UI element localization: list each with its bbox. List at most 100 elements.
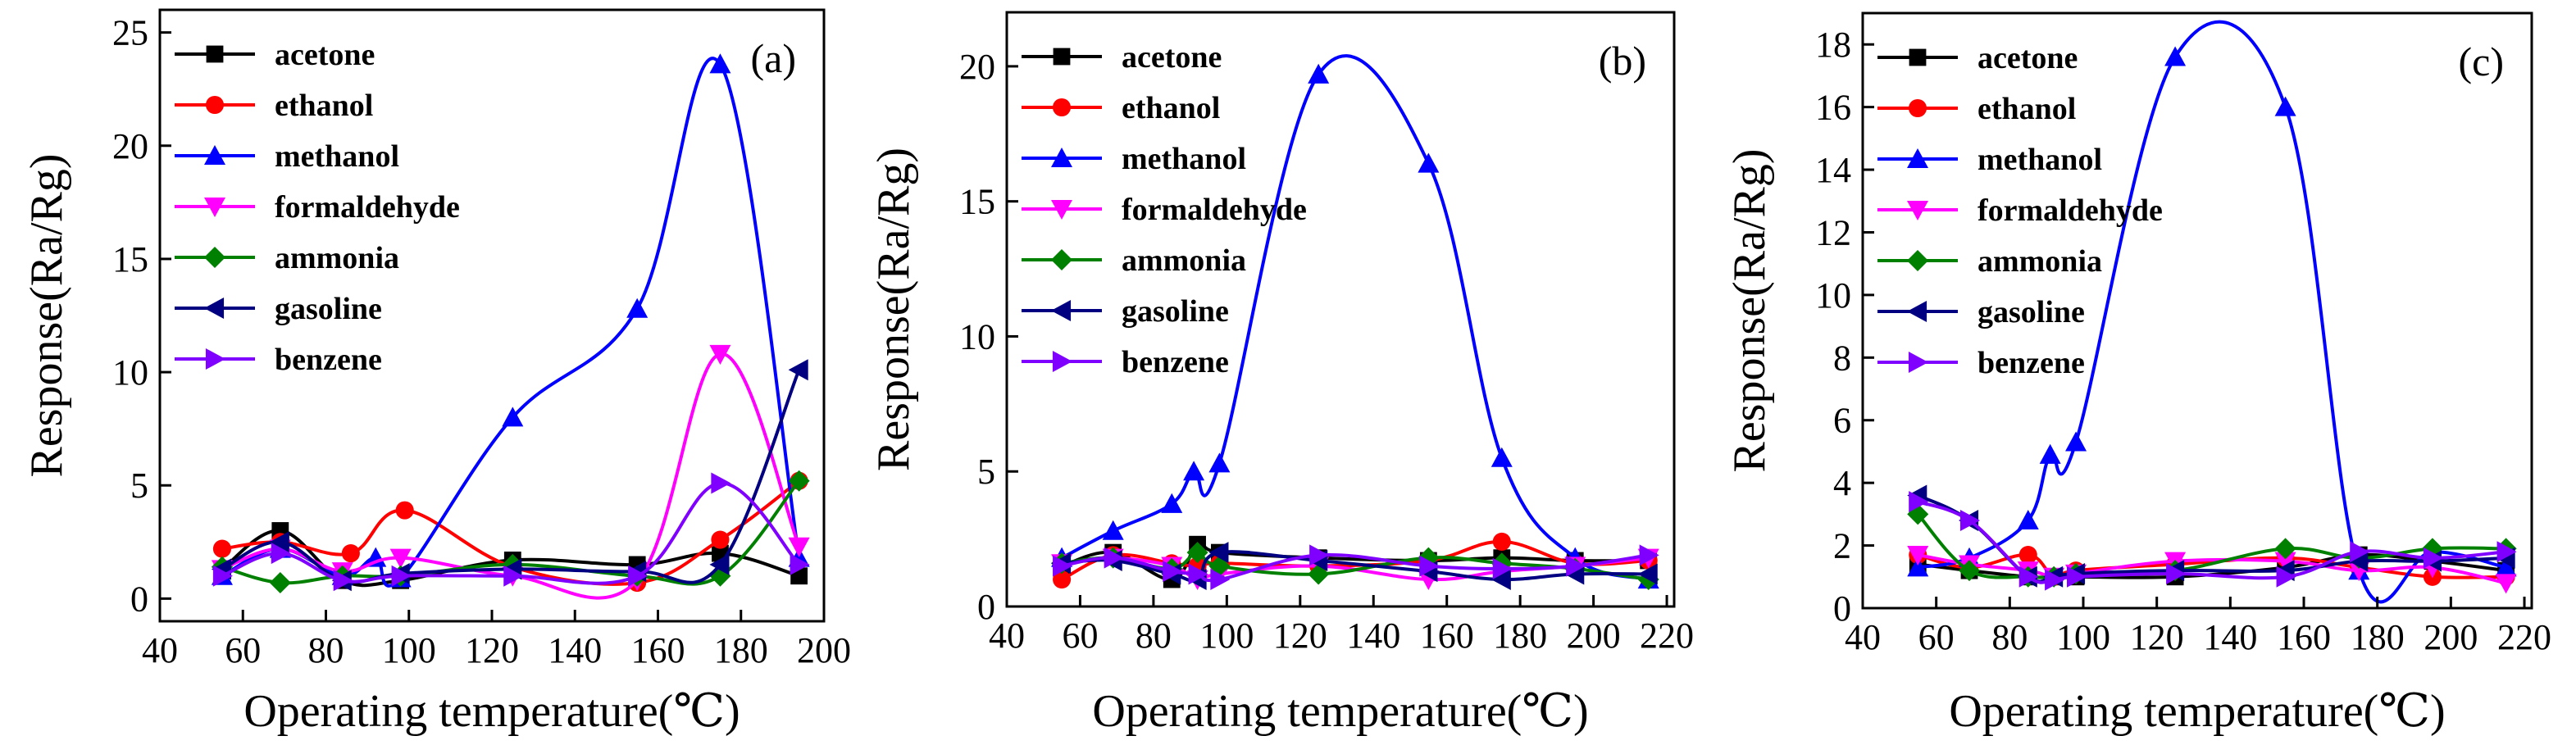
legend-label-gasoline: gasoline xyxy=(275,292,382,326)
data-point-methanol xyxy=(1102,520,1124,540)
legend-marker xyxy=(1052,98,1072,117)
legend-label-ammonia: ammonia xyxy=(275,241,399,275)
data-point-benzene xyxy=(2045,569,2065,591)
y-tick-label: 16 xyxy=(1815,88,1851,128)
legend-label-formaldehyde: formaldehyde xyxy=(1978,193,2163,228)
legend: acetone ethanol methanol formaldehyde ammoni… xyxy=(175,38,460,377)
x-tick-label: 80 xyxy=(1991,617,2028,657)
legend: acetone ethanol methanol formaldehyde ammoni… xyxy=(1022,40,1307,379)
data-point-formaldehyde xyxy=(389,548,412,569)
data-point-benzene xyxy=(212,565,233,587)
legend-marker xyxy=(205,95,225,115)
data-point-ethanol xyxy=(1053,570,1072,589)
data-point-methanol xyxy=(2274,96,2296,116)
series-benzene xyxy=(1053,544,1659,591)
data-point-methanol xyxy=(365,547,387,567)
data-point-ethanol xyxy=(212,539,231,558)
x-tick-label: 80 xyxy=(308,630,344,670)
data-point-ethanol xyxy=(395,501,414,520)
legend-marker xyxy=(1907,250,1928,271)
data-point-benzene xyxy=(2276,566,2296,588)
data-point-ethanol xyxy=(341,544,360,563)
series-benzene xyxy=(212,472,810,592)
data-point-methanol xyxy=(709,53,731,74)
x-tick-label: 100 xyxy=(382,630,436,670)
x-tick-label: 160 xyxy=(631,630,685,670)
data-point-formaldehyde xyxy=(1907,545,1929,566)
chart-panel-1: 40 60 80 100 120 140 160 180 200 0 5 10 15 20 25 Operat… xyxy=(21,8,851,737)
data-point-benzene xyxy=(1492,557,1513,579)
data-point-ammonia xyxy=(2274,538,2296,560)
y-tick-label: 14 xyxy=(1815,150,1851,190)
data-point-methanol xyxy=(626,298,649,318)
x-tick-label: 220 xyxy=(2497,617,2551,657)
series-line-benzene xyxy=(1061,552,1649,583)
legend-label-acetone: acetone xyxy=(275,38,375,72)
legend-label-formaldehyde: formaldehyde xyxy=(1122,193,1307,227)
series-line-benzene xyxy=(1917,500,2506,584)
legend: acetone ethanol methanol formaldehyde ammoni… xyxy=(1877,41,2163,380)
x-tick-label: 200 xyxy=(1567,616,1621,656)
data-point-formaldehyde xyxy=(788,537,810,557)
y-tick-label: 6 xyxy=(1833,401,1851,441)
x-axis-label: Operating temperature(℃) xyxy=(243,686,740,737)
x-tick-label: 100 xyxy=(1199,616,1254,656)
data-point-benzene xyxy=(2423,547,2443,569)
data-point-formaldehyde xyxy=(2495,574,2517,594)
y-tick-label: 15 xyxy=(959,182,995,222)
legend-label-ethanol: ethanol xyxy=(1122,91,1220,125)
data-point-gasoline xyxy=(1491,569,1511,591)
x-tick-label: 180 xyxy=(714,630,768,670)
series-line-formaldehyde xyxy=(1917,553,2507,585)
legend-marker xyxy=(1909,48,1927,66)
legend-label-ethanol: ethanol xyxy=(1978,92,2076,126)
data-point-benzene xyxy=(2018,566,2039,588)
x-tick-label: 180 xyxy=(1493,616,1547,656)
x-tick-label: 60 xyxy=(225,630,261,670)
plot-frame xyxy=(1861,11,2533,610)
x-tick-label: 160 xyxy=(2277,617,2331,657)
x-tick-label: 220 xyxy=(1640,616,1694,656)
data-point-methanol xyxy=(2065,431,2087,452)
data-point-methanol xyxy=(1308,63,1330,84)
legend-marker xyxy=(1051,300,1072,321)
x-tick-label: 140 xyxy=(2203,617,2257,657)
data-point-benzene xyxy=(1210,569,1231,591)
data-point-benzene xyxy=(1959,510,1981,532)
y-tick-label: 20 xyxy=(112,126,148,166)
data-point-ammonia xyxy=(1186,542,1208,564)
data-point-ammonia xyxy=(788,470,810,492)
legend-label-ethanol: ethanol xyxy=(275,89,373,123)
data-point-benzene xyxy=(333,570,353,592)
y-axis-label: Response(Ra/Rg) xyxy=(868,148,919,471)
x-tick-label: 120 xyxy=(465,630,519,670)
data-point-benzene xyxy=(2350,541,2370,563)
x-tick-label: 140 xyxy=(1346,616,1400,656)
data-point-benzene xyxy=(271,543,291,565)
data-point-ethanol xyxy=(1492,532,1511,551)
data-point-methanol xyxy=(1418,152,1440,173)
legend-label-gasoline: gasoline xyxy=(1122,294,1229,329)
data-point-methanol xyxy=(1161,493,1183,513)
y-tick-label: 0 xyxy=(1833,588,1851,629)
y-tick-label: 2 xyxy=(1833,526,1851,566)
x-tick-label: 60 xyxy=(1062,616,1098,656)
legend-marker xyxy=(204,197,225,217)
legend-label-ammonia: ammonia xyxy=(1978,244,2102,279)
y-tick-label: 5 xyxy=(130,466,148,506)
data-point-gasoline xyxy=(1637,563,1658,585)
x-tick-label: 140 xyxy=(548,630,602,670)
data-point-benzene xyxy=(1909,491,1929,513)
series-benzene xyxy=(1909,491,2517,591)
series-line-acetone xyxy=(221,529,800,588)
y-tick-label: 5 xyxy=(977,452,995,492)
legend-label-formaldehyde: formaldehyde xyxy=(275,190,460,225)
data-point-methanol xyxy=(2164,46,2187,66)
data-point-benzene xyxy=(2496,541,2517,563)
x-tick-label: 120 xyxy=(2130,617,2184,657)
y-tick-label: 10 xyxy=(959,316,995,357)
data-point-benzene xyxy=(711,472,731,494)
y-tick-label: 18 xyxy=(1815,25,1851,65)
data-point-methanol xyxy=(1208,452,1231,473)
